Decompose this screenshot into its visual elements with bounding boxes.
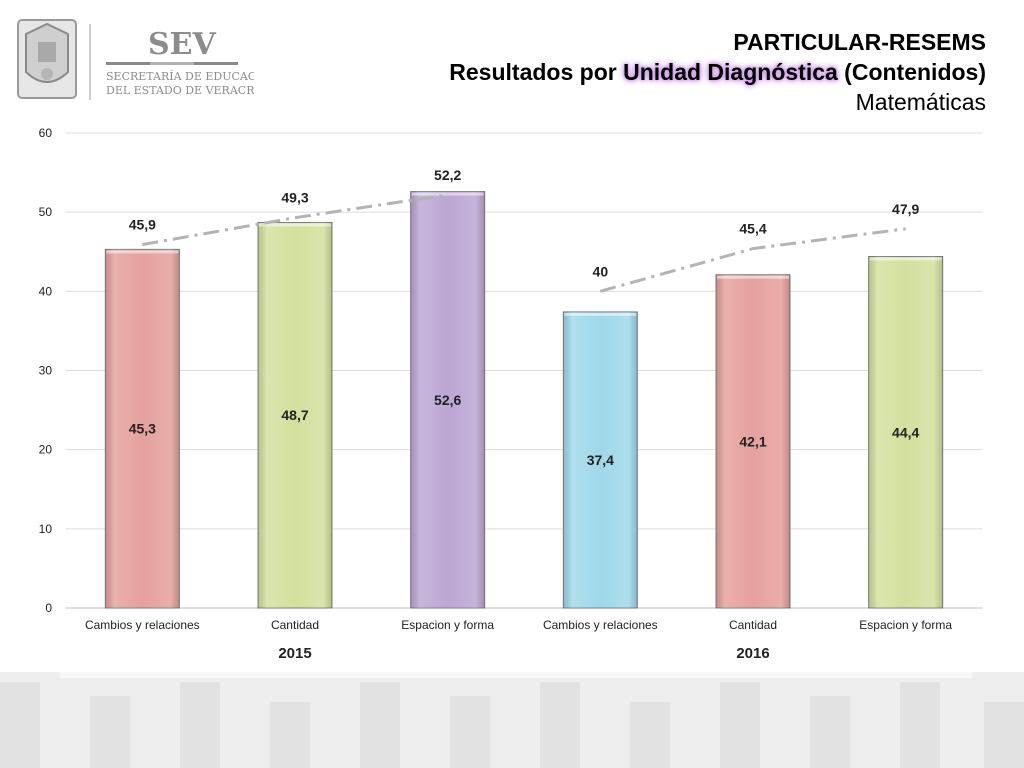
bar-top-highlight	[259, 223, 331, 227]
slide-subtitle: Resultados por Unidad Diagnóstica (Conte…	[449, 56, 986, 88]
chart-gridlines	[66, 132, 982, 609]
bar-top-highlight	[564, 312, 637, 316]
logo-line1: SECRETARÍA DE EDUCACIÓN	[106, 69, 254, 83]
bar-shine	[716, 274, 790, 608]
y-tick-label: 50	[39, 205, 53, 219]
y-axis: 0 10 20 30 40 50 60	[39, 126, 53, 615]
reference-value-label: 40	[593, 263, 609, 279]
y-tick-label: 0	[45, 601, 52, 615]
x-tick-label: Cantidad	[729, 618, 777, 632]
slide-title-block: PARTICULAR-RESEMS Resultados por Unidad …	[449, 28, 986, 116]
y-tick-label: 30	[39, 364, 53, 378]
subtitle-part-a: Resultados por	[449, 59, 624, 85]
bar-value-label: 45,3	[129, 421, 156, 437]
bar-value-label: 44,4	[892, 424, 919, 440]
sev-logo: SEV SECRETARÍA DE EDUCACIÓN DEL ESTADO D…	[17, 19, 254, 100]
bar-value-label: 48,7	[281, 407, 308, 423]
year-group-labels: 2015 2016	[278, 645, 769, 662]
bar-chart: 0 10 20 30 40 50 60 45,3 48,7 52,6 37,4 42,1 44,4 4…	[39, 126, 982, 662]
reference-value-label: 47,9	[892, 201, 919, 217]
bar-top-highlight	[717, 275, 789, 279]
reference-lines: 45,9 49,3 52,2 40 45,4 47,9	[129, 167, 920, 293]
bar-shine	[563, 311, 638, 608]
x-tick-label: Espacion y forma	[859, 618, 952, 632]
decorative-footer	[0, 672, 1024, 768]
logo-title: SEV	[148, 27, 217, 62]
subtitle-highlight: Unidad Diagnóstica	[623, 59, 838, 85]
bar-series: 45,3 48,7 52,6 37,4 42,1 44,4	[104, 191, 944, 609]
x-tick-label: Cambios y relaciones	[85, 618, 200, 632]
reference-value-label: 45,9	[129, 217, 156, 233]
x-tick-label: Cambios y relaciones	[543, 618, 658, 632]
slide-subject: Matemáticas	[855, 89, 986, 115]
bar-top-highlight	[869, 257, 942, 261]
bar-shine	[410, 191, 485, 609]
bar-shine	[105, 249, 180, 608]
reference-value-label: 45,4	[739, 221, 766, 237]
y-tick-label: 20	[39, 443, 53, 457]
veracruz-seal-icon	[17, 19, 77, 99]
logo-line2: DEL ESTADO DE VERACRUZ	[106, 84, 254, 97]
reference-value-label: 49,3	[281, 190, 308, 206]
slide-title: PARTICULAR-RESEMS	[733, 29, 986, 55]
bar-value-label: 42,1	[739, 433, 766, 449]
group-label: 2015	[278, 645, 311, 662]
x-tick-label: Cantidad	[271, 618, 319, 632]
reference-line	[142, 193, 448, 247]
bar-shine	[258, 222, 332, 609]
bar-top-highlight	[106, 250, 179, 254]
x-tick-label: Espacion y forma	[401, 618, 494, 632]
subtitle-part-c: (Contenidos)	[837, 59, 986, 85]
reference-line	[599, 227, 906, 293]
y-tick-label: 40	[39, 284, 53, 298]
y-tick-label: 60	[39, 126, 53, 140]
bar-value-label: 52,6	[434, 392, 461, 408]
bar-value-label: 37,4	[587, 452, 614, 468]
group-label: 2016	[736, 645, 769, 662]
reference-value-label: 52,2	[434, 167, 461, 183]
x-axis: Cambios y relaciones Cantidad Espacion y f…	[85, 618, 952, 632]
y-tick-label: 10	[39, 522, 53, 536]
bar-top-highlight	[411, 192, 484, 196]
bar-shine	[868, 256, 943, 608]
